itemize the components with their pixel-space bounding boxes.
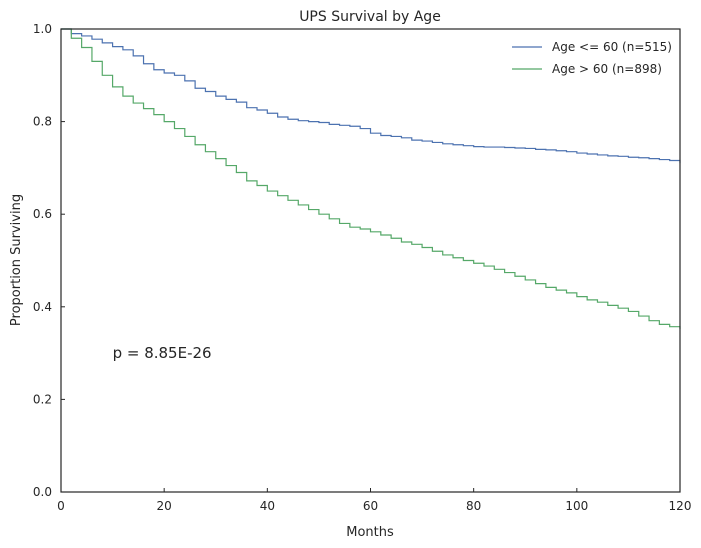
x-tick-label-2: 40 — [260, 499, 275, 513]
series-line-1 — [61, 28, 681, 330]
legend: Age <= 60 (n=515) Age > 60 (n=898) — [512, 40, 672, 76]
series-layer — [61, 28, 681, 330]
x-tick-label-6: 120 — [669, 499, 692, 513]
y-tick-label-2: 0.4 — [33, 300, 52, 314]
y-tick-label-0: 0.0 — [33, 485, 52, 499]
legend-label-0: Age <= 60 (n=515) — [552, 40, 672, 54]
x-tick-label-4: 80 — [466, 499, 481, 513]
x-tick-label-1: 20 — [157, 499, 172, 513]
series-line-0 — [61, 28, 681, 164]
x-axis-label: Months — [346, 525, 394, 540]
y-tick-label-4: 0.8 — [33, 115, 52, 129]
p-value-annotation: p = 8.85E-26 — [113, 344, 212, 362]
ticks-layer: 0 20 40 60 80 100 120 0.0 0.2 0.4 0.6 0.8 1.0 — [33, 22, 692, 513]
chart-title: UPS Survival by Age — [299, 9, 441, 25]
x-tick-label-0: 0 — [57, 499, 65, 513]
y-tick-label-3: 0.6 — [33, 207, 52, 221]
x-tick-label-3: 60 — [363, 499, 378, 513]
y-axis-label: Proportion Surviving — [9, 194, 24, 326]
y-tick-label-5: 1.0 — [33, 22, 52, 36]
y-tick-label-1: 0.2 — [33, 392, 52, 406]
legend-label-1: Age > 60 (n=898) — [552, 62, 662, 76]
x-tick-label-5: 100 — [565, 499, 588, 513]
